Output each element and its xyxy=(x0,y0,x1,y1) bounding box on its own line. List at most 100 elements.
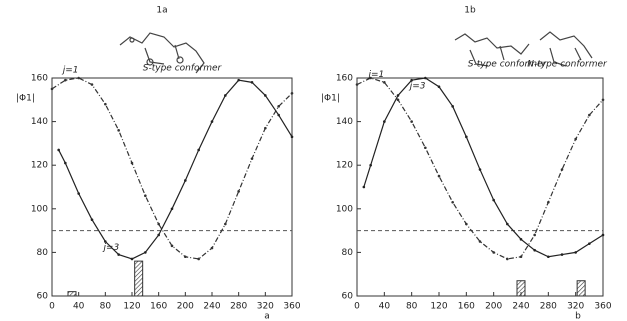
curve-label: j=3 xyxy=(101,243,119,253)
curve-point xyxy=(410,120,413,123)
curve-point xyxy=(465,223,468,226)
y-tick-label: 60 xyxy=(37,292,49,302)
curve-point xyxy=(561,253,564,256)
x-tick-label: 0 xyxy=(49,302,55,312)
curve-point xyxy=(144,194,147,197)
curve-point xyxy=(77,192,80,195)
curve-point xyxy=(131,258,134,261)
bar xyxy=(135,261,143,296)
x-tick-label: 40 xyxy=(379,302,391,312)
curve-point xyxy=(157,234,160,237)
curve-point xyxy=(506,223,509,226)
curve-point xyxy=(369,164,372,167)
curve-point xyxy=(197,258,200,261)
curve-point xyxy=(479,168,482,171)
x-tick-label: 320 xyxy=(567,302,584,312)
curve-point xyxy=(356,83,359,86)
y-axis-label: |Φ1| xyxy=(321,94,340,104)
curve-point xyxy=(397,94,400,97)
curve-label: j=1 xyxy=(61,66,79,76)
curve-point xyxy=(184,255,187,258)
panel-title: 1a xyxy=(156,6,167,16)
y-tick-label: 120 xyxy=(336,161,353,171)
curve-point xyxy=(291,136,294,139)
curve-point xyxy=(51,88,54,91)
curve-point xyxy=(492,199,495,202)
curve-point xyxy=(383,120,386,123)
y-axis-label: |Φ1| xyxy=(16,94,35,104)
curve-point xyxy=(131,162,134,165)
y-tick-label: 160 xyxy=(336,74,353,84)
curve-point xyxy=(479,240,482,243)
curve-point xyxy=(264,94,267,97)
x-tick-label: 360 xyxy=(594,302,611,312)
curve-point xyxy=(64,79,67,82)
curve-label: j=1 xyxy=(366,70,384,80)
curve-point xyxy=(506,258,509,261)
curve-point xyxy=(602,234,605,237)
curve-point xyxy=(438,85,441,88)
curve-point xyxy=(197,149,200,152)
figure: 1a |Φ1| a S-type conformer 0 40 80 120 160 200 240… xyxy=(0,0,627,321)
curve-point xyxy=(237,79,240,82)
curve-point xyxy=(520,238,523,241)
curve-point xyxy=(451,201,454,204)
curve-point xyxy=(264,127,267,130)
curve-point xyxy=(224,94,227,97)
curve-point xyxy=(211,247,214,250)
x-tick-label: 280 xyxy=(230,302,247,312)
y-tick-label: 140 xyxy=(31,117,48,127)
curve-point xyxy=(171,208,174,211)
curve-point xyxy=(211,120,214,123)
curve xyxy=(364,78,603,257)
y-tick-label: 100 xyxy=(31,204,48,214)
x-tick-label: 80 xyxy=(100,302,112,312)
curve-point xyxy=(533,249,536,252)
curve xyxy=(59,80,292,259)
x-tick-label: 0 xyxy=(354,302,360,312)
x-tick-label: 320 xyxy=(257,302,274,312)
y-tick-label: 160 xyxy=(31,74,48,84)
y-tick-label: 80 xyxy=(342,248,354,258)
x-axis-label: b xyxy=(575,312,581,321)
panel-title: 1b xyxy=(464,6,476,16)
x-axis-label: a xyxy=(264,312,270,321)
curve-point xyxy=(424,146,427,149)
annotation: S-type conformer xyxy=(143,64,223,74)
plot-frame xyxy=(52,78,292,296)
annotation: N-type conformer xyxy=(527,60,608,70)
x-tick-label: 120 xyxy=(430,302,447,312)
curve-point xyxy=(383,81,386,84)
curve-point xyxy=(561,168,564,171)
bar xyxy=(577,281,585,296)
curve-point xyxy=(547,201,550,204)
x-tick-label: 240 xyxy=(203,302,220,312)
curve-point xyxy=(533,234,536,237)
x-tick-label: 160 xyxy=(150,302,167,312)
curve-point xyxy=(117,129,120,132)
x-tick-label: 240 xyxy=(512,302,529,312)
curve-point xyxy=(520,255,523,258)
curve-point xyxy=(291,92,294,95)
x-tick-label: 40 xyxy=(73,302,85,312)
curve-point xyxy=(224,223,227,226)
bar xyxy=(517,281,525,296)
curve-point xyxy=(77,77,80,80)
y-tick-label: 140 xyxy=(336,117,353,127)
curve-label: j=3 xyxy=(408,82,426,92)
curve-point xyxy=(602,99,605,102)
curve-point xyxy=(64,162,67,165)
curve-point xyxy=(277,105,280,108)
x-tick-label: 200 xyxy=(485,302,502,312)
x-tick-label: 280 xyxy=(540,302,557,312)
curve-point xyxy=(144,251,147,254)
curve-point xyxy=(277,114,280,117)
curve-point xyxy=(363,186,366,189)
y-tick-label: 80 xyxy=(37,248,49,258)
curve-point xyxy=(251,81,254,84)
curve-point xyxy=(237,190,240,193)
y-tick-label: 60 xyxy=(342,292,354,302)
x-tick-label: 120 xyxy=(123,302,140,312)
plot-frame xyxy=(357,78,603,296)
curve-point xyxy=(574,251,577,254)
